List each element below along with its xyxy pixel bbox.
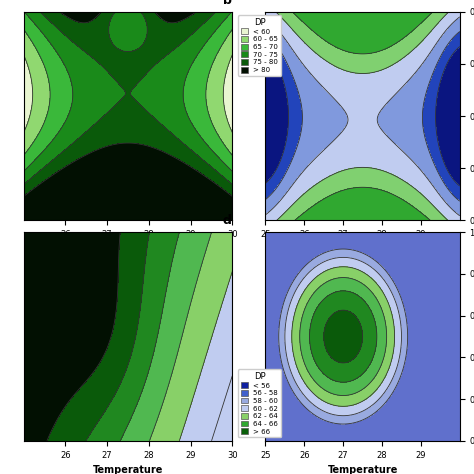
X-axis label: Temperature: Temperature xyxy=(328,465,398,474)
Text: d: d xyxy=(223,214,232,227)
X-axis label: Temperature: Temperature xyxy=(328,245,398,255)
Legend: < 56, 56 - 58, 58 - 60, 60 - 62, 62 - 64, 64 - 66, > 66: < 56, 56 - 58, 58 - 60, 60 - 62, 62 - 64… xyxy=(238,369,281,438)
X-axis label: Temperature: Temperature xyxy=(93,465,163,474)
Legend: < 60, 60 - 65, 65 - 70, 70 - 75, 75 - 80, > 80: < 60, 60 - 65, 65 - 70, 70 - 75, 75 - 80… xyxy=(238,15,281,76)
Text: b: b xyxy=(223,0,232,7)
X-axis label: Temperature: Temperature xyxy=(93,245,163,255)
